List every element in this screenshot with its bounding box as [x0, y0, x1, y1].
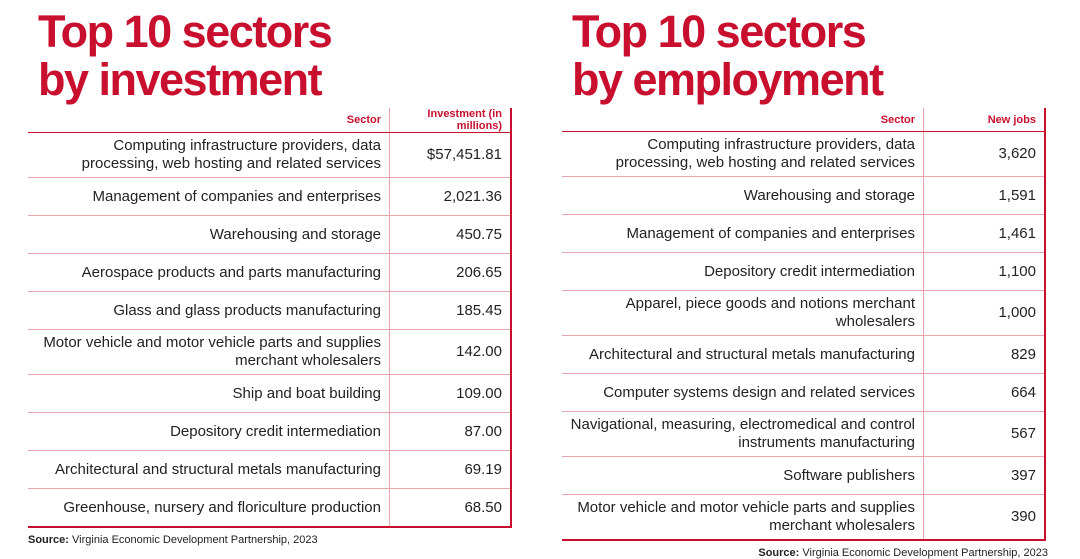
- value-cell: 829: [923, 335, 1045, 374]
- source-label: Source:: [28, 534, 69, 546]
- value-cell: 390: [1010, 508, 1036, 525]
- value-cell: 1,100: [923, 252, 1045, 291]
- column-header: Sector: [562, 108, 924, 132]
- table-row: Ship and boat building 109.00: [28, 374, 511, 413]
- sector-cell: Depository credit intermediation: [28, 412, 390, 451]
- table-row: Architectural and structural metals manu…: [562, 335, 1045, 374]
- value-cell: 1,591: [923, 176, 1045, 215]
- sector-cell: Architectural and structural metals manu…: [28, 450, 390, 489]
- title-line: Top 10 sectors: [38, 6, 333, 57]
- source-text: Virginia Economic Development Partnershi…: [72, 534, 318, 546]
- sector-cell: Warehousing and storage: [562, 176, 924, 215]
- data-table: Sector New jobs Computing infrastructure p…: [562, 108, 1046, 541]
- sector-cell: Aerospace products and parts manufacturi…: [28, 253, 390, 292]
- table-row: Motor vehicle and motor vehicle parts an…: [562, 494, 1045, 540]
- value-cell: 1,000: [923, 290, 1045, 336]
- table-row: Navigational, measuring, electromedical …: [562, 411, 1045, 457]
- sector-cell: Management of companies and enterprises: [28, 177, 390, 216]
- table-row: Management of companies and enterprises 1…: [562, 214, 1045, 253]
- table-row: Glass and glass products manufacturing 18…: [28, 291, 511, 330]
- table-row: Architectural and structural metals manu…: [28, 450, 511, 489]
- table-row: Warehousing and storage 1,591: [562, 176, 1045, 215]
- table-row: Management of companies and enterprises 2…: [28, 177, 511, 216]
- table-row: Computer systems design and related serv…: [562, 373, 1045, 412]
- sector-cell: Computing infrastructure providers, data…: [28, 132, 390, 178]
- sector-cell: Management of companies and enterprises: [562, 214, 924, 253]
- value-cell: 450.75: [389, 215, 511, 254]
- column-header: New jobs: [923, 108, 1045, 132]
- table-row: Computing infrastructure providers, data…: [28, 132, 511, 178]
- value-cell: 206.65: [389, 253, 511, 292]
- source-text: Virginia Economic Development Partnershi…: [802, 547, 1048, 559]
- value-cell: 3,620: [923, 131, 1045, 177]
- value-cell: 185.45: [389, 291, 511, 330]
- column-header: Sector: [28, 108, 390, 133]
- sector-cell: Computing infrastructure providers, data…: [562, 131, 924, 177]
- sector-cell: Motor vehicle and motor vehicle parts an…: [28, 329, 390, 375]
- sector-cell: Depository credit intermediation: [562, 252, 924, 291]
- table-row: Depository credit intermediation 1,100: [562, 252, 1045, 291]
- table-row: Depository credit intermediation 87.00: [28, 412, 511, 451]
- sector-cell: Warehousing and storage: [28, 215, 390, 254]
- panel-title: Top 10 sectors by investment: [38, 8, 514, 104]
- header-row: Sector Investment (in millions): [28, 108, 511, 133]
- table-row: Apparel, piece goods and notions merchan…: [562, 290, 1045, 336]
- title-line: Top 10 sectors: [572, 6, 867, 57]
- sector-cell: Greenhouse, nursery and floriculture pro…: [28, 488, 390, 527]
- value-cell: 664: [923, 373, 1045, 412]
- value-cell: 87.00: [389, 412, 511, 451]
- value-cell: 2,021.36: [389, 177, 511, 216]
- value-cell: 109.00: [389, 374, 511, 413]
- sector-cell: Computer systems design and related serv…: [562, 373, 924, 412]
- header-row: Sector New jobs: [562, 108, 1045, 132]
- column-header: Investment (in millions): [389, 108, 511, 133]
- source-label: Source:: [758, 547, 800, 559]
- sector-cell: Apparel, piece goods and notions merchan…: [562, 290, 924, 336]
- value-cell: 142.00: [389, 329, 511, 375]
- table-row: Warehousing and storage 450.75: [28, 215, 511, 254]
- table-row: Software publishers 397: [562, 456, 1045, 495]
- table-row: Motor vehicle and motor vehicle parts an…: [28, 329, 511, 375]
- value-cell: 69.19: [389, 450, 511, 489]
- sector-cell: Navigational, measuring, electromedical …: [562, 411, 924, 457]
- source-note: Source: Virginia Economic Development Pa…: [562, 547, 1048, 559]
- panel: Top 10 sectors by employment Sector New job…: [562, 0, 1048, 559]
- value-cell: 1,461: [923, 214, 1045, 253]
- value-cell: 68.50: [464, 498, 502, 516]
- value-cell: 567: [923, 411, 1045, 457]
- title-line: by investment: [38, 54, 323, 105]
- panel-title: Top 10 sectors by employment: [572, 8, 1048, 104]
- sector-cell: Software publishers: [562, 456, 924, 495]
- value-cell: $57,451.81: [389, 132, 511, 178]
- panel: Top 10 sectors by investment Sector Investm…: [28, 0, 514, 546]
- sector-cell: Motor vehicle and motor vehicle parts an…: [562, 494, 924, 540]
- title-line: by employment: [572, 54, 884, 105]
- value-cell: 397: [923, 456, 1045, 495]
- table-row: Greenhouse, nursery and floriculture pro…: [28, 488, 511, 527]
- data-table: Sector Investment (in millions) Computing …: [28, 108, 512, 528]
- sector-cell: Glass and glass products manufacturing: [28, 291, 390, 330]
- sector-cell: Ship and boat building: [28, 374, 390, 413]
- sector-cell: Architectural and structural metals manu…: [562, 335, 924, 374]
- table-row: Aerospace products and parts manufacturi…: [28, 253, 511, 292]
- table-row: Computing infrastructure providers, data…: [562, 131, 1045, 177]
- source-note: Source: Virginia Economic Development Pa…: [28, 534, 514, 546]
